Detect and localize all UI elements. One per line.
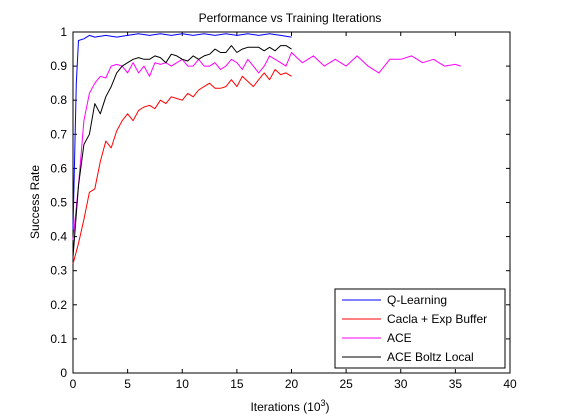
x-tick-label: 20 xyxy=(285,377,299,391)
series-line-ace-boltz-local xyxy=(72,45,292,258)
y-tick-label: 0.3 xyxy=(50,264,67,278)
legend-label-ace: ACE xyxy=(387,331,412,345)
x-axis-label-superscript: 3 xyxy=(321,398,326,408)
x-axis-label: Iterations (103) xyxy=(250,398,329,414)
series-line-ace xyxy=(72,52,461,241)
legend-label-ace-boltz-local: ACE Boltz Local xyxy=(387,350,474,364)
x-tick-label: 15 xyxy=(230,377,244,391)
x-tick-label: 25 xyxy=(339,377,353,391)
y-tick-label: 0.1 xyxy=(50,332,67,346)
y-tick-label: 0.5 xyxy=(50,196,67,210)
y-tick-label: 0 xyxy=(60,366,67,380)
y-tick-label: 0.6 xyxy=(50,161,67,175)
y-tick-label: 1 xyxy=(60,25,67,39)
y-axis-label: Success Rate xyxy=(28,165,42,239)
x-axis-label-text: Iterations (10 xyxy=(250,400,320,414)
series-line-cacla-exp-buffer xyxy=(72,69,292,265)
x-tick-label: 5 xyxy=(124,377,131,391)
x-axis: 0 5 10 15 20 25 30 35 40 xyxy=(70,32,517,391)
x-axis-label-close: ) xyxy=(326,400,330,414)
series-layer xyxy=(72,33,461,265)
x-tick-label: 35 xyxy=(449,377,463,391)
y-tick-label: 0.8 xyxy=(50,93,67,107)
x-tick-label: 10 xyxy=(176,377,190,391)
series-line-q-learning xyxy=(72,33,292,230)
legend-box xyxy=(334,288,506,369)
legend-label-cacla: Cacla + Exp Buffer xyxy=(387,312,487,326)
y-axis: 0 0.1 0.2 0.3 0.4 0.5 0.6 0.7 0.8 0.9 1 xyxy=(50,25,510,380)
x-tick-label: 40 xyxy=(503,377,517,391)
y-tick-label: 0.7 xyxy=(50,127,67,141)
y-tick-label: 0.2 xyxy=(50,298,67,312)
chart-title: Performance vs Training Iterations xyxy=(199,11,382,25)
legend-label-q-learning: Q-Learning xyxy=(387,293,447,307)
y-tick-label: 0.4 xyxy=(50,230,67,244)
y-tick-label: 0.9 xyxy=(50,59,67,73)
x-tick-label: 30 xyxy=(394,377,408,391)
legend: Q-Learning Cacla + Exp Buffer ACE ACE Bo… xyxy=(334,288,506,369)
x-tick-label: 0 xyxy=(70,377,77,391)
